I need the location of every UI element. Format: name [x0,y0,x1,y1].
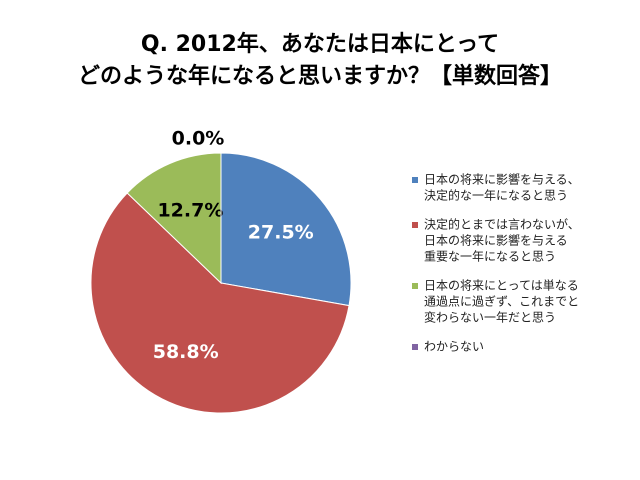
pie-slice [90,192,350,414]
chart-title: Q. 2012年、あなたは日本にとって [141,31,499,57]
legend-label: わからない [424,340,484,354]
legend-label: 通過点に過ぎず、これまでと [424,295,579,309]
value-label: 58.8% [153,341,219,363]
legend-label: 変わらない一年だと思う [424,310,556,325]
value-label: 12.7% [157,200,223,222]
legend-swatch [412,344,418,350]
legend-label: 決定的とまでは言わないが、 [424,217,580,232]
value-label: 27.5% [248,221,314,243]
legend-label: 重要な一年になると思う [424,250,556,264]
value-label: 0.0% [172,128,225,150]
legend-swatch [412,222,418,228]
legend-label: 日本の将来に影響を与える、 [424,172,580,187]
pie-slice [220,152,352,307]
legend-swatch [412,177,418,183]
legend-label: 日本の将来に影響を与える [424,233,568,248]
pie-slice [126,152,222,285]
legend-swatch [412,283,418,289]
chart-title: どのような年になると思いますか？【単数回答】 [78,63,562,89]
legend-label: 日本の将来にとっては単なる [424,279,579,293]
legend-label: 決定的な一年になると思う [424,188,568,203]
